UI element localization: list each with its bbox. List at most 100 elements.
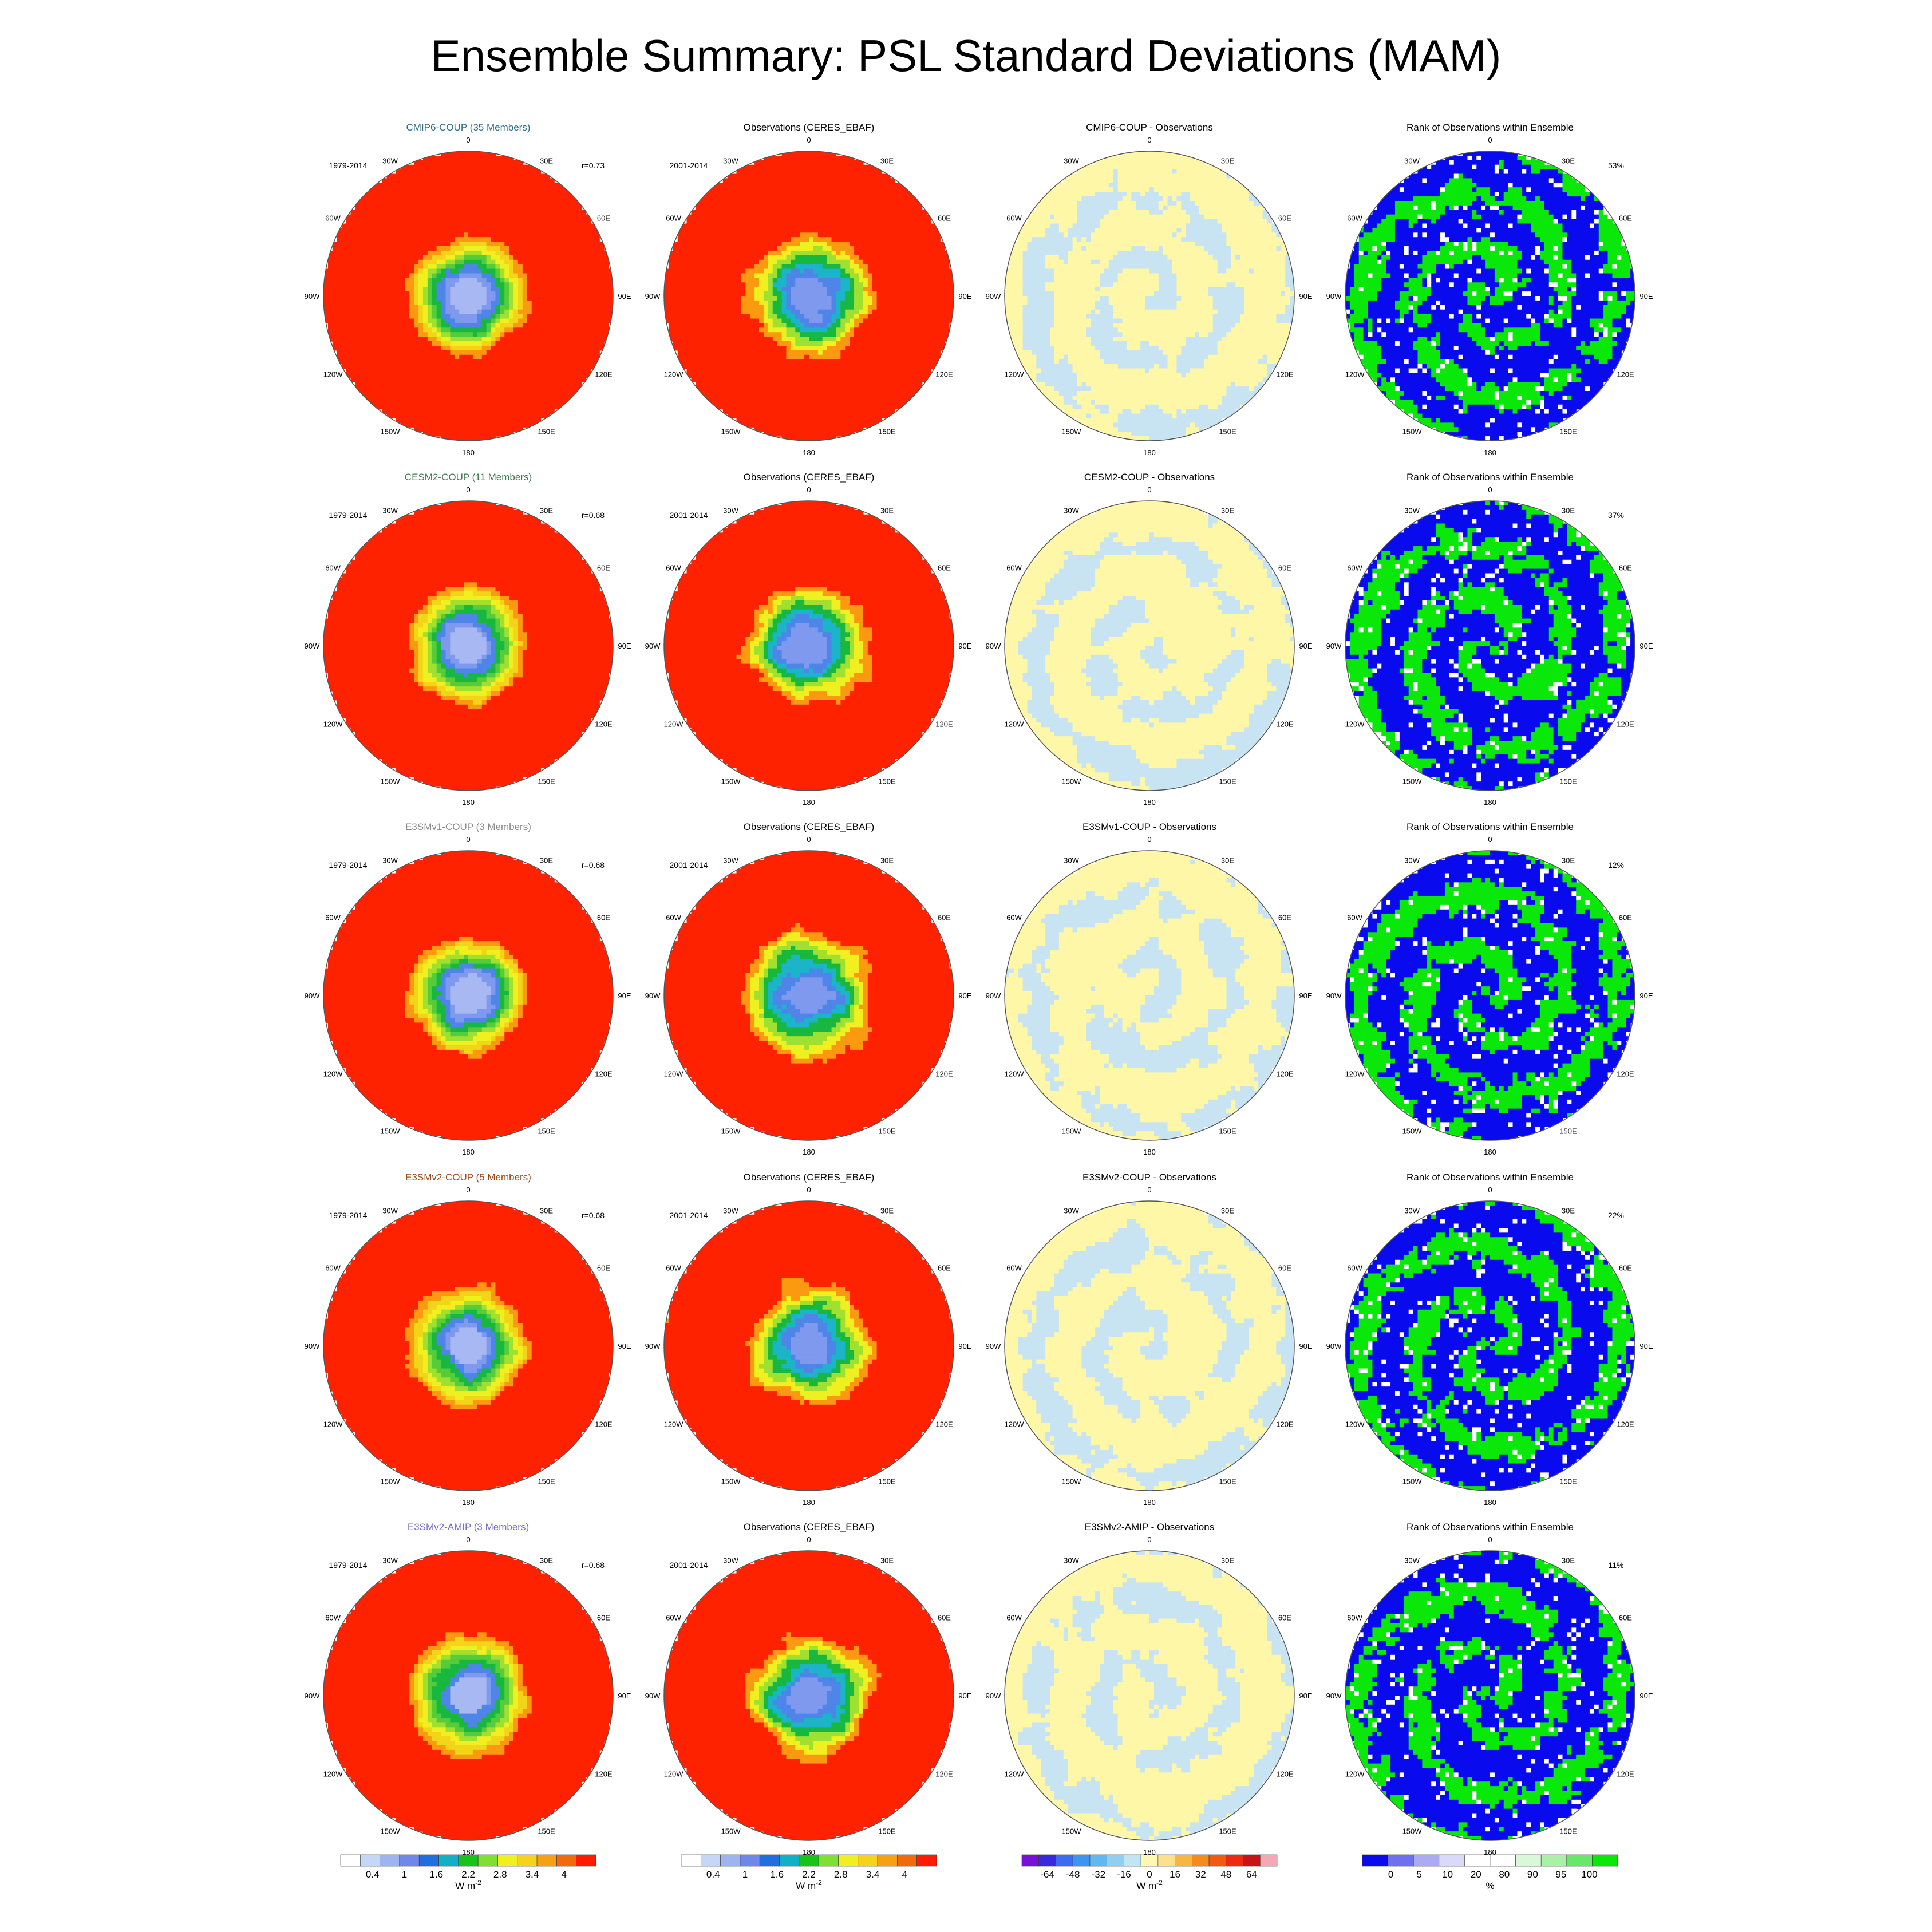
colorbar-swatch <box>681 1855 701 1866</box>
colorbar-tick-label: 0.4 <box>366 1869 380 1880</box>
longitude-label: 60W <box>325 564 341 572</box>
colorbar-swatch <box>1413 1855 1439 1866</box>
longitude-label: 120E <box>595 1770 613 1779</box>
longitude-label: 150W <box>721 1827 741 1835</box>
pattern-correlation: r=0.68 <box>582 1211 605 1220</box>
longitude-label: 150W <box>1402 1127 1423 1135</box>
longitude-label: 60E <box>938 214 951 223</box>
longitude-label: 150E <box>878 1127 896 1135</box>
longitude-label: 150E <box>538 1827 555 1835</box>
longitude-label: 30E <box>880 1556 894 1565</box>
panel-years: 1979-2014 <box>329 511 368 520</box>
longitude-label: 30W <box>1404 157 1420 165</box>
longitude-label: 60E <box>1278 1614 1291 1622</box>
longitude-label: 150W <box>1062 1477 1082 1485</box>
colorbar-swatch <box>1175 1855 1192 1866</box>
longitude-label: 150W <box>381 1827 401 1835</box>
longitude-label: 120E <box>1276 1070 1294 1078</box>
colorbar-swatch <box>1056 1855 1073 1866</box>
panel-years: 2001-2014 <box>670 860 708 870</box>
longitude-label: 60E <box>938 564 951 572</box>
longitude-label: 150W <box>381 1477 401 1485</box>
longitude-label: 90W <box>305 1342 320 1350</box>
longitude-label: 30E <box>880 157 894 165</box>
longitude-label: 0 <box>1488 835 1492 844</box>
colorbar-swatch <box>1567 1855 1593 1866</box>
longitude-label: 120E <box>1276 370 1294 379</box>
longitude-label: 30W <box>382 856 398 865</box>
panel-title: CMIP6-COUP - Observations <box>1086 122 1213 133</box>
colorbar-rank: 0 5 10 20 80 90 95 100% <box>1362 1855 1618 1891</box>
longitude-label: 150E <box>1219 1827 1236 1835</box>
longitude-label: 150E <box>1559 1827 1577 1835</box>
longitude-label: 90E <box>958 991 971 1000</box>
longitude-label: 180 <box>1143 1148 1156 1156</box>
longitude-label: 60E <box>1619 1614 1632 1622</box>
panel-years: 1979-2014 <box>329 1560 368 1570</box>
longitude-label: 90E <box>958 1342 971 1350</box>
longitude-label: 90W <box>305 642 320 650</box>
longitude-label: 60E <box>597 1264 610 1273</box>
colorbar-swatch <box>721 1855 740 1866</box>
longitude-label: 120W <box>1005 1420 1025 1429</box>
longitude-label: 30W <box>382 507 398 515</box>
colorbar-swatch <box>360 1855 380 1866</box>
longitude-label: 120E <box>1617 1070 1634 1078</box>
longitude-label: 30W <box>1404 507 1420 515</box>
colorbar-swatch <box>858 1855 878 1866</box>
colorbar-units: W m-2 <box>455 1879 481 1891</box>
longitude-label: 90E <box>1639 1692 1653 1700</box>
longitude-label: 30E <box>1221 157 1234 165</box>
longitude-label: 0 <box>1488 1535 1492 1544</box>
longitude-label: 120E <box>595 720 613 729</box>
longitude-label: 120W <box>664 720 684 729</box>
longitude-label: 150E <box>878 427 896 436</box>
colorbar-std: 0.4 1 1.6 2.2 2.8 3.4 4W m-2 <box>681 1855 937 1891</box>
longitude-label: 90W <box>645 991 661 1000</box>
longitude-label: 120E <box>595 1070 613 1078</box>
colorbar-tick-label: 1 <box>742 1869 748 1880</box>
longitude-label: 150W <box>1062 1127 1082 1135</box>
colorbar-swatch <box>760 1855 779 1866</box>
longitude-label: 90W <box>645 292 661 301</box>
longitude-label: 30W <box>1404 1207 1420 1215</box>
longitude-label: 180 <box>803 1498 815 1507</box>
longitude-label: 150E <box>1219 1477 1236 1485</box>
colorbar-swatch <box>517 1855 537 1866</box>
longitude-label: 150E <box>1219 1127 1236 1135</box>
longitude-label: 120E <box>1276 720 1294 729</box>
colorbar-swatch <box>1141 1855 1158 1866</box>
longitude-label: 0 <box>466 485 470 494</box>
longitude-label: 60W <box>666 214 681 223</box>
longitude-label: 150W <box>721 1127 741 1135</box>
longitude-label: 60W <box>325 914 341 922</box>
longitude-label: 180 <box>462 448 475 457</box>
colorbar-tick-label: 0.4 <box>706 1869 720 1880</box>
map-diff-field <box>1005 1551 1295 1841</box>
panel-title: CESM2-COUP (11 Members) <box>405 472 532 483</box>
map-rank-field <box>1345 151 1635 441</box>
colorbar-swatch <box>478 1855 497 1866</box>
rank-percent: 12% <box>1608 860 1624 870</box>
map-diff-field <box>1005 501 1295 791</box>
longitude-label: 150W <box>1402 777 1423 785</box>
longitude-label: 0 <box>1488 485 1492 494</box>
longitude-label: 60W <box>666 1614 681 1622</box>
pattern-correlation: r=0.68 <box>582 1560 605 1570</box>
longitude-label: 30W <box>1404 1556 1420 1565</box>
colorbar-tick-label: 10 <box>1442 1869 1453 1880</box>
colorbar-swatch <box>1124 1855 1141 1866</box>
colorbar-tick-label: 1 <box>402 1869 407 1880</box>
colorbar-swatch <box>1209 1855 1226 1866</box>
colorbar-swatch <box>799 1855 819 1866</box>
longitude-label: 120W <box>323 720 343 729</box>
longitude-label: 180 <box>1143 1498 1156 1507</box>
longitude-label: 30W <box>723 157 738 165</box>
colorbar-tick-label: 95 <box>1555 1869 1566 1880</box>
colorbar-swatch <box>897 1855 916 1866</box>
colorbar-swatch <box>1107 1855 1124 1866</box>
colorbar-swatch <box>878 1855 897 1866</box>
panel-title: E3SMv1-COUP - Observations <box>1082 821 1216 832</box>
longitude-label: 150W <box>1062 777 1082 785</box>
colorbar-swatch <box>537 1855 556 1866</box>
